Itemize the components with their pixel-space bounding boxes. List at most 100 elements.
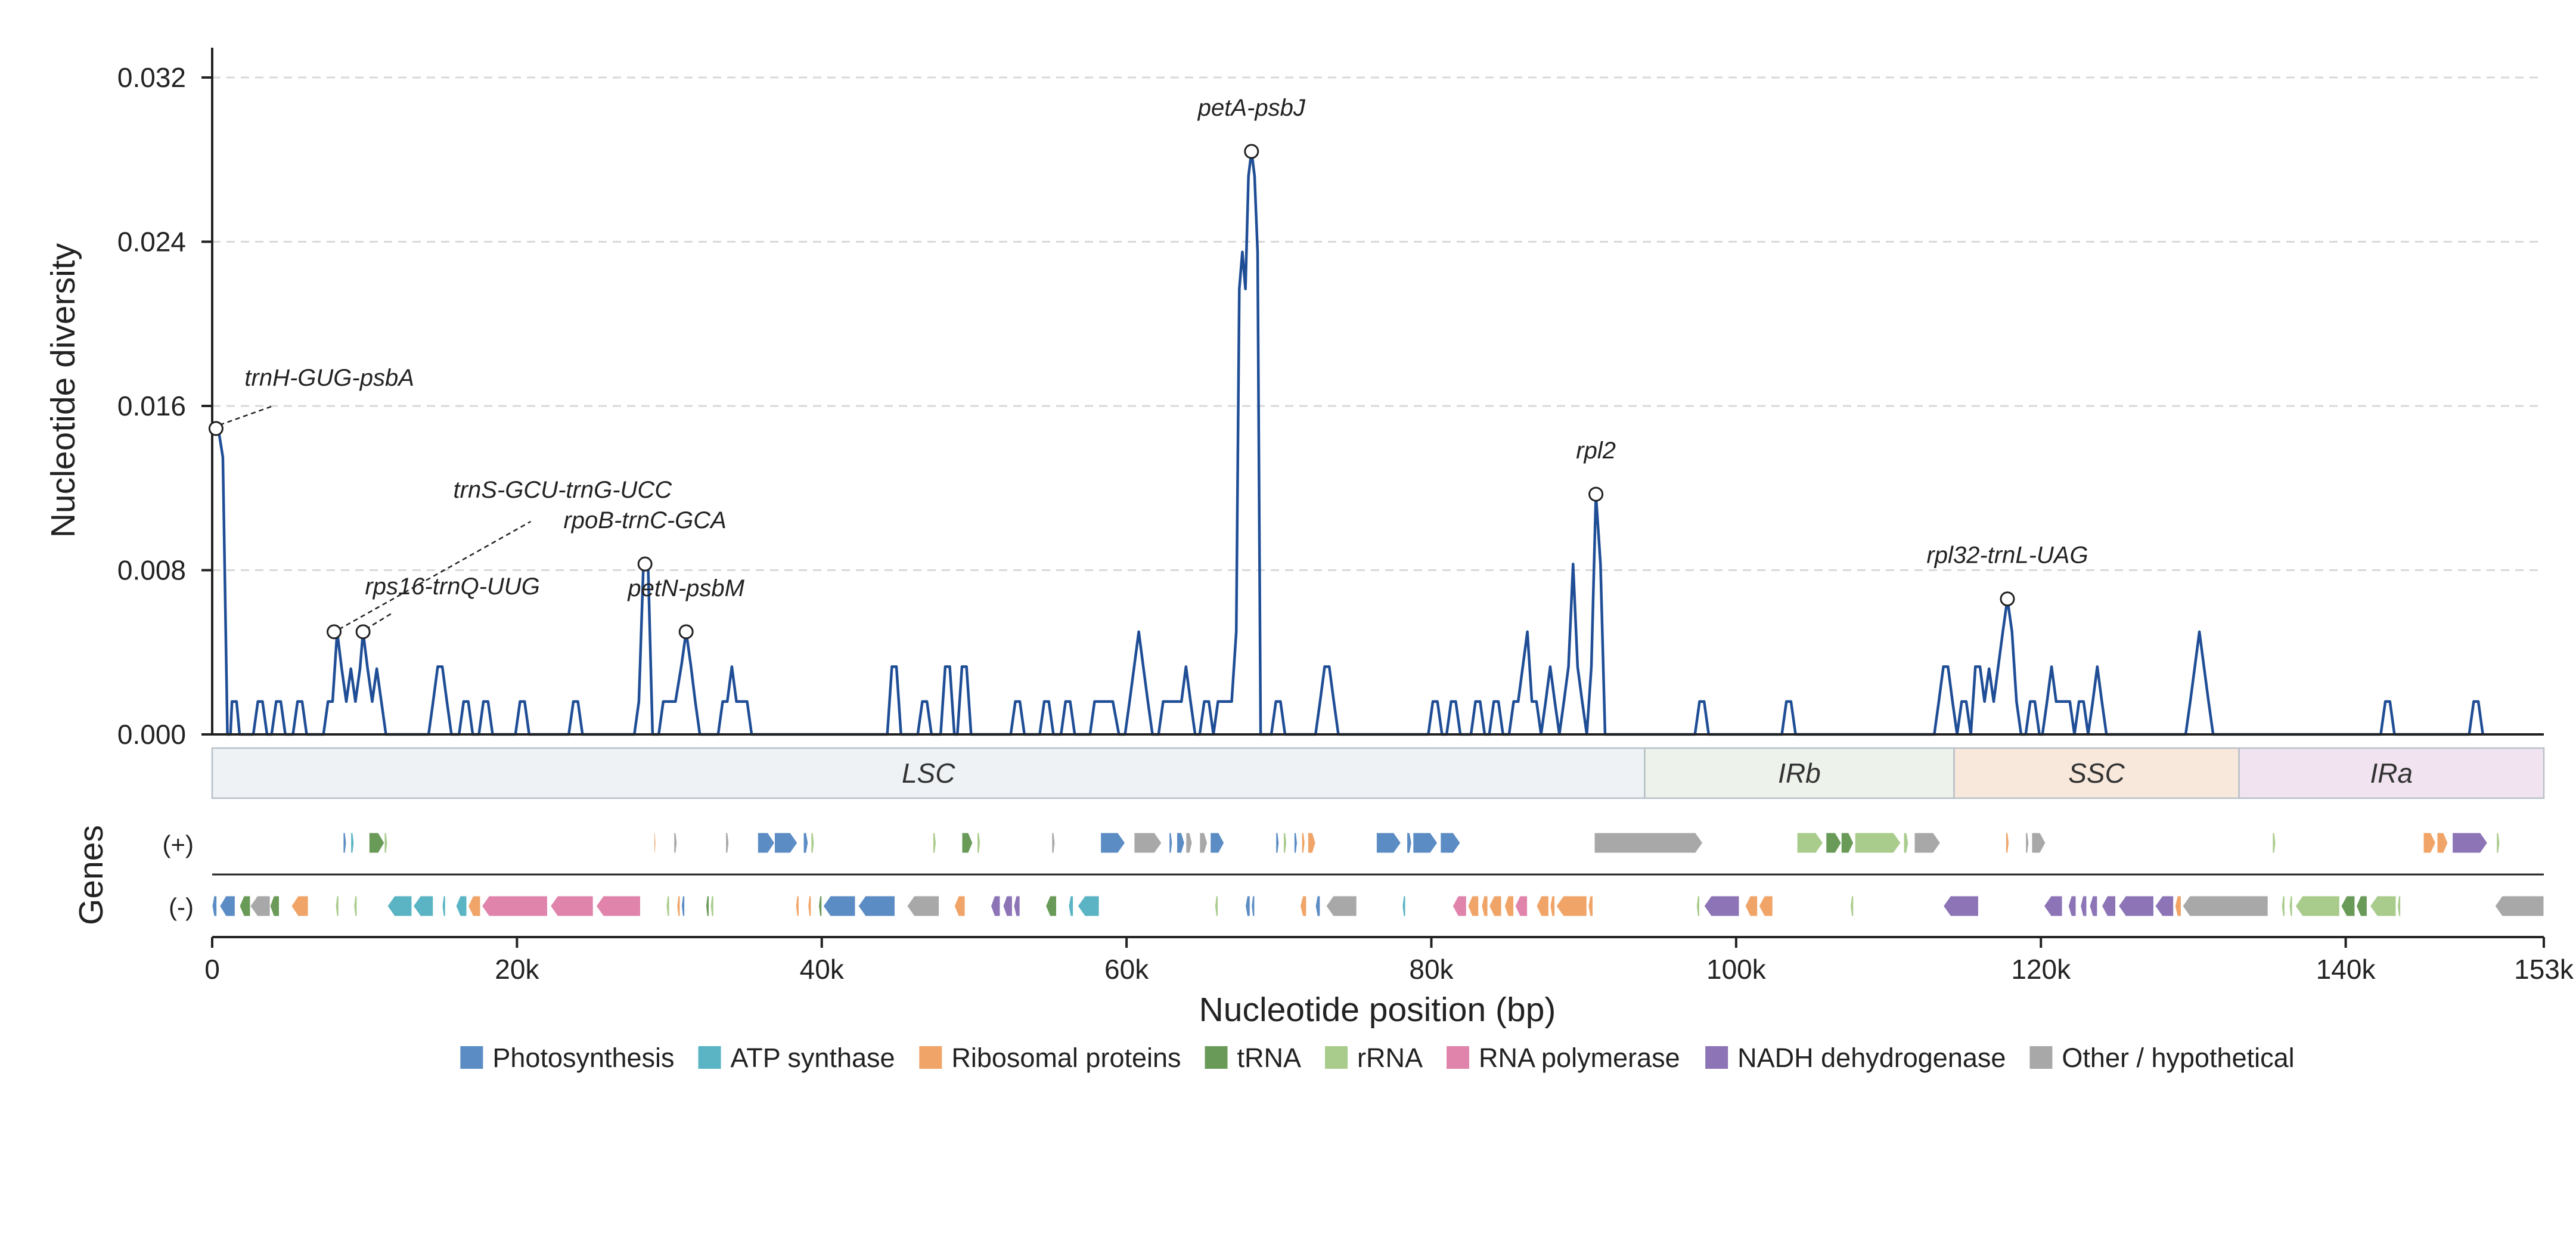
x-tick-label: 60k: [1104, 954, 1149, 985]
gene-minus-strand: [2101, 895, 2116, 917]
gene-minus-strand: [1942, 895, 1979, 917]
gene-plus-strand: [2005, 832, 2010, 854]
peak-annotation-label: trnH-GUG-psbA: [244, 365, 414, 391]
gene-plus-strand: [2452, 832, 2488, 854]
gene-minus-strand: [442, 895, 446, 917]
y-tick-label: 0.032: [117, 62, 186, 93]
region-label: IRb: [1778, 758, 1821, 789]
gene-plus-strand: [2031, 832, 2046, 854]
gene-plus-strand: [932, 832, 937, 854]
gene-plus-strand: [977, 832, 981, 854]
gene-minus-strand: [1013, 895, 1020, 917]
x-tick-label: 140k: [2316, 954, 2376, 985]
gene-minus-strand: [795, 895, 799, 917]
gene-minus-strand: [1068, 895, 1074, 917]
gene-plus-strand: [1796, 832, 1824, 854]
gene-minus-strand: [2369, 895, 2397, 917]
gene-minus-strand: [1536, 895, 1549, 917]
gene-plus-strand: [1440, 832, 1461, 854]
gene-minus-strand: [2397, 895, 2401, 917]
peak-marker: [2000, 591, 2015, 607]
gene-plus-strand: [1176, 832, 1185, 854]
gene-minus-strand: [666, 895, 670, 917]
gene-plus-strand: [2437, 832, 2448, 854]
gene-plus-strand: [1185, 832, 1193, 854]
gene-plus-strand: [1841, 832, 1854, 854]
region-label: SSC: [2068, 758, 2125, 789]
x-tick-label: 80k: [1409, 954, 1454, 985]
y-axis-title: Nucleotide diversity: [44, 243, 82, 538]
gene-minus-strand: [1745, 895, 1758, 917]
gene-minus-strand: [353, 895, 358, 917]
legend-swatch: [919, 1046, 942, 1069]
region-label: LSC: [902, 758, 955, 789]
gene-minus-strand: [2118, 895, 2154, 917]
gene-plus-strand: [2423, 832, 2437, 854]
legend-swatch: [1705, 1046, 1728, 1069]
gene-minus-strand: [2068, 895, 2077, 917]
legend: Photosynthesis ATP synthase Ribosomal prot…: [460, 1043, 2295, 1073]
gene-minus-strand: [1452, 895, 1467, 917]
gene-tracks: [212, 832, 2544, 917]
gene-minus-strand: [1481, 895, 1488, 917]
gene-minus-strand: [676, 895, 681, 917]
peak-marker: [1244, 144, 1259, 159]
y-tick-label: 0.024: [117, 227, 186, 258]
legend-label: Ribosomal proteins: [951, 1043, 1181, 1073]
peak-marker: [1588, 486, 1604, 502]
peak-marker: [637, 556, 653, 572]
gene-minus-strand: [2089, 895, 2098, 917]
gene-plus-strand: [1210, 832, 1225, 854]
gene-minus-strand: [808, 895, 812, 917]
gene-minus-strand: [1850, 895, 1854, 917]
gene-minus-strand: [1758, 895, 1773, 917]
gene-minus-strand: [250, 895, 271, 917]
gene-minus-strand: [212, 895, 218, 917]
gene-minus-strand: [1326, 895, 1357, 917]
gene-minus-strand: [1214, 895, 1219, 917]
gene-minus-strand: [705, 895, 710, 917]
gene-minus-strand: [467, 895, 481, 917]
strand-plus-label: (+): [163, 830, 194, 858]
peak-marker: [355, 624, 371, 640]
gene-minus-strand: [2341, 895, 2355, 917]
gene-minus-strand: [269, 895, 280, 917]
region-block-ira: [2238, 747, 2545, 799]
gene-plus-strand: [1283, 832, 1287, 854]
gene-plus-strand: [1826, 832, 1842, 854]
y-tick-label: 0.008: [117, 555, 186, 586]
gene-plus-strand: [1169, 832, 1173, 854]
gene-plus-strand: [343, 832, 347, 854]
legend-label: Photosynthesis: [492, 1043, 674, 1073]
legend-swatch: [1205, 1046, 1228, 1069]
legend-swatch: [2029, 1046, 2053, 1069]
gene-minus-strand: [818, 895, 823, 917]
x-tick-label: 0: [204, 954, 220, 985]
gene-plus-strand: [1854, 832, 1901, 854]
gene-minus-strand: [1504, 895, 1514, 917]
gene-plus-strand: [368, 832, 385, 854]
gene-minus-strand: [1467, 895, 1479, 917]
peak-marker: [208, 421, 224, 436]
gene-minus-strand: [2295, 895, 2340, 917]
legend-swatch: [1447, 1046, 1470, 1069]
gene-minus-strand: [1251, 895, 1255, 917]
diversity-series-line: [212, 150, 2484, 736]
gene-plus-strand: [811, 832, 815, 854]
gene-plus-strand: [1199, 832, 1208, 854]
legend-label: Other / hypothetical: [2062, 1043, 2294, 1073]
gene-plus-strand: [1134, 832, 1162, 854]
peak-annotation-label: petA-psbJ: [1197, 95, 1306, 121]
gene-minus-strand: [2355, 895, 2367, 917]
region-label: IRa: [2370, 758, 2413, 789]
x-tick-label: 40k: [800, 954, 845, 985]
gene-plus-strand: [774, 832, 798, 854]
annotation-leader-line: [219, 405, 274, 426]
legend-swatch: [460, 1046, 483, 1069]
gene-plus-strand: [1275, 832, 1280, 854]
peak-annotation-label: rpl32-trnL-UAG: [1926, 542, 2088, 569]
gene-minus-strand: [1300, 895, 1307, 917]
gene-minus-strand: [1588, 895, 1594, 917]
y-tick-label: 0.000: [117, 719, 186, 750]
gene-plus-strand: [1051, 832, 1056, 854]
